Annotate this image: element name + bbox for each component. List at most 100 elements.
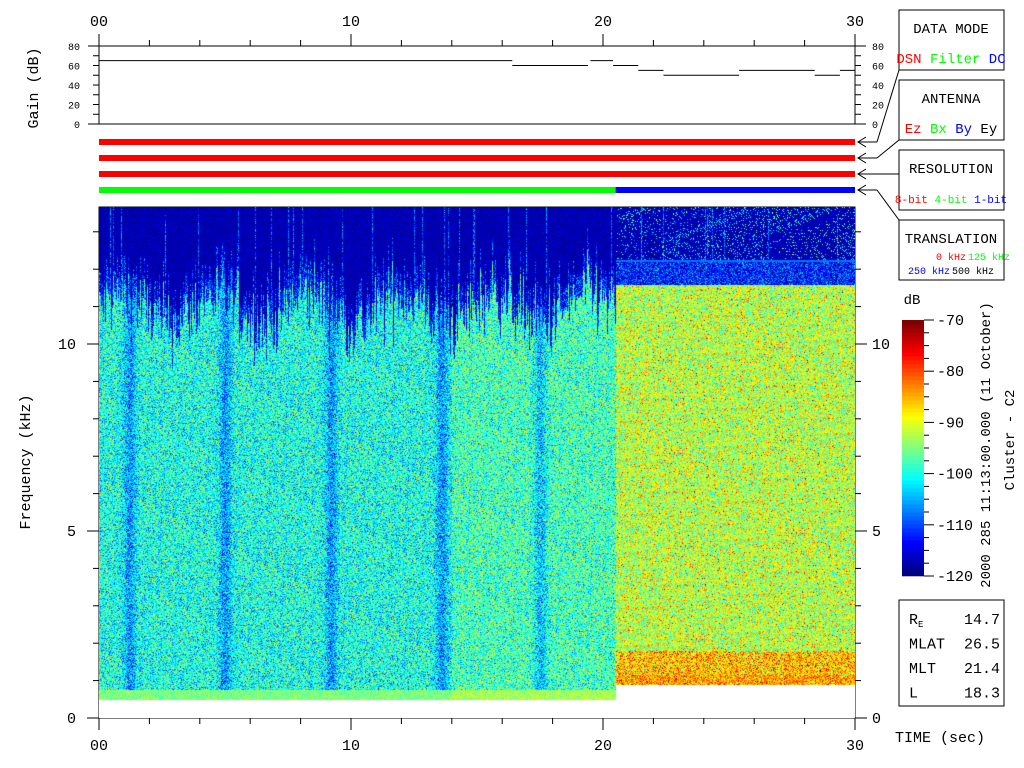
colorbar-tick-label: -110 [937,518,973,535]
colorbar-swatch [902,444,924,449]
colorbar-swatch [902,376,924,381]
legend-item: 1-bit [968,195,1008,207]
info-label: MLAT [909,637,945,654]
freq-tick-label-right: 0 [872,711,881,728]
legend-item: DC [980,52,1005,68]
colorbar-swatch [902,524,924,529]
freq-tick-label-right: 5 [872,524,881,541]
time-tick-label: 00 [90,738,108,755]
translation-legend-item: 0 kHz [936,252,966,264]
colorbar-swatch [902,416,924,421]
colorbar-swatch [902,428,924,433]
status-bar-resolution [99,171,855,177]
connector-line [876,139,900,159]
gain-y-tick-label: 80 [68,43,80,54]
freq-tick-label: 0 [67,711,76,728]
colorbar-swatch [902,384,924,389]
arrow-icon [857,168,877,180]
resolution-panel [898,149,1005,211]
gain-y-tick-label: 20 [68,102,80,113]
frequency-axis-label: Frequency (kHz) [18,394,35,529]
colorbar-swatch [902,480,924,485]
colorbar-title: dB [904,293,921,309]
gain-y-tick-label: 0 [74,121,80,132]
colorbar-swatch [902,564,924,569]
connector-line [876,189,900,221]
info-value: 14.7 [964,612,1000,629]
colorbar-swatch [902,360,924,365]
orbit-info-box: RE 14.7 MLAT 26.5 MLT 21.4 L 18.3 [898,599,1005,707]
colorbar-swatch [902,516,924,521]
legend-item: Ez [905,122,922,138]
colorbar-swatch [902,508,924,513]
legend-item: DSN [896,52,921,68]
info-label-text: MLT [909,661,936,678]
info-label-text: MLAT [909,637,945,654]
colorbar-swatch [902,520,924,525]
status-bar-translation [99,187,616,193]
colorbar-tick-label: -90 [937,415,964,432]
colorbar-swatch [902,356,924,361]
connector-line [876,69,900,143]
top-x-tick-label: 00 [90,14,108,31]
info-label-text: L [909,686,918,703]
arrow-icon [857,136,877,148]
info-label-subscript: E [918,620,923,630]
arrow-icon [857,152,877,164]
colorbar-swatch [902,380,924,385]
translation-legend-item: 250 kHz [908,266,950,278]
legend-item: 8-bit [895,195,928,207]
data-mode-legend: DSN Filter DC [896,52,1005,68]
translation-legend-item: 500 kHz [952,266,994,278]
gain-y-tick-label-right: 40 [872,82,884,93]
spectrogram-axes: Frequency (kHz) TIME (sec) 00 10 20 300 05 51… [18,206,985,755]
colorbar-swatch [902,572,924,577]
spectrogram-image [99,207,855,718]
gain-y-tick-label: 40 [68,82,80,93]
gain-y-tick-label-right: 0 [872,121,878,132]
info-label-text: R [909,612,918,629]
legend-item: Filter [922,52,981,68]
colorbar-swatch [902,336,924,341]
translation-panel [898,219,1005,281]
freq-tick-label: 10 [58,337,76,354]
colorbar-tick-label: -100 [937,467,973,484]
arrow-icon [857,184,877,196]
colorbar-swatch [902,344,924,349]
info-value: 21.4 [964,661,1000,678]
colorbar-swatch [902,500,924,505]
legend-item: 4-bit [928,195,968,207]
top-x-tick-label: 20 [594,14,612,31]
data-mode-title: DATA MODE [913,22,989,38]
colorbar-swatch [902,548,924,553]
colorbar-swatch [902,468,924,473]
colorbar-swatch [902,472,924,477]
colorbar-swatch [902,320,924,325]
colorbar-swatch [902,460,924,465]
status-bar-translation [615,187,855,193]
colorbar-swatch [902,544,924,549]
colorbar-swatch [902,392,924,397]
colorbar-swatch [902,400,924,405]
colorbar-swatch [902,456,924,461]
gain-y-tick-label-right: 80 [872,43,884,54]
colorbar-swatch [902,324,924,329]
gain-y-tick-label-right: 60 [872,63,884,74]
data-mode-panel [898,9,1005,71]
gain-axis-label: Gain (dB) [26,47,43,128]
translation-legend-item: 125 kHz [968,252,1010,264]
colorbar-swatch [902,332,924,337]
colorbar-swatch [902,492,924,497]
status-bar-antenna [99,155,855,161]
spacecraft-title: Cluster - C2 [1003,390,1019,491]
colorbar: dB -70 -80 -90 -100 -110 -120 [902,293,973,586]
info-label: MLT [909,661,936,678]
gain-y-tick-label: 60 [68,63,80,74]
info-value: 18.3 [964,686,1000,703]
colorbar-swatch [902,568,924,573]
antenna-title: ANTENNA [922,92,981,108]
